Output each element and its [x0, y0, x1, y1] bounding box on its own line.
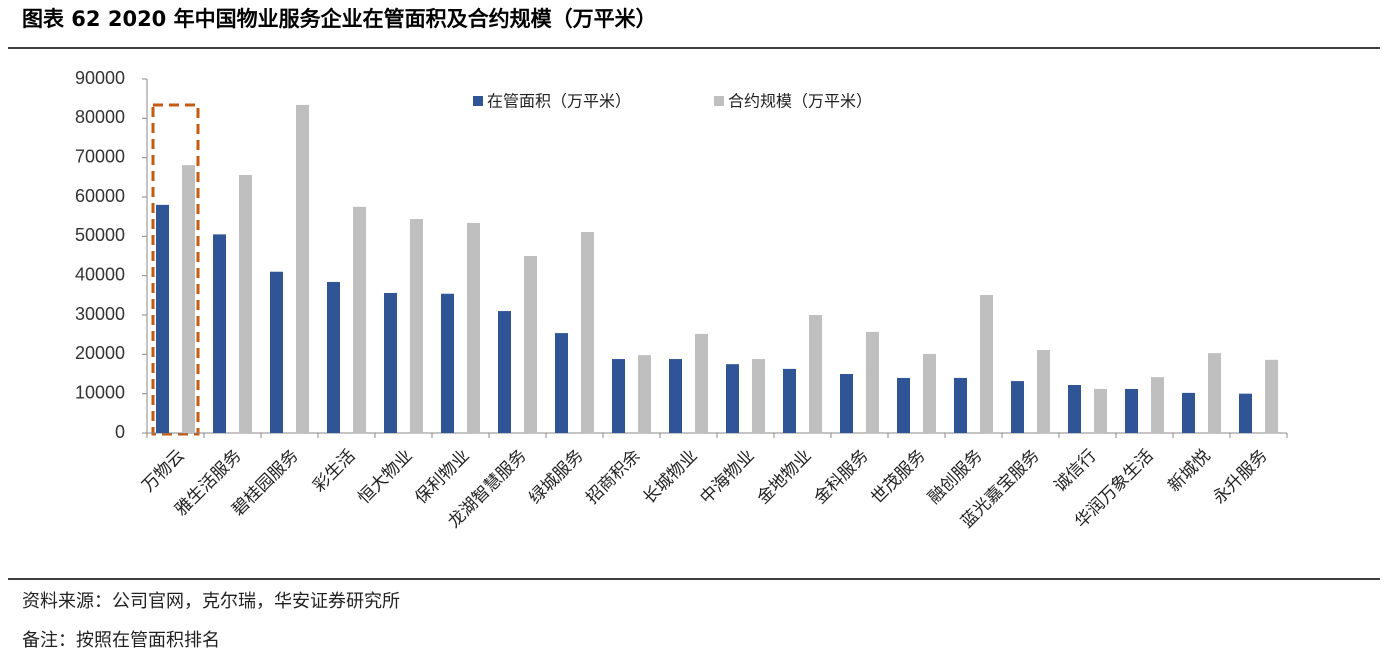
bar: [840, 374, 853, 433]
bar: [1094, 388, 1107, 433]
x-tick-label: 万物云: [138, 446, 188, 496]
x-tick-label: 中海物业: [696, 446, 758, 508]
bar: [897, 377, 910, 433]
bar: [980, 294, 993, 433]
x-tick-label: 新城悦: [1164, 446, 1214, 496]
legend-swatch: [714, 96, 724, 106]
y-tick-label: 20000: [75, 343, 125, 363]
bar: [353, 206, 366, 433]
x-tick-label: 招商积余: [582, 446, 644, 508]
bar: [1239, 393, 1252, 433]
bar: [1208, 353, 1221, 433]
bar: [410, 219, 423, 433]
bar: [1151, 377, 1164, 433]
bar: [384, 292, 397, 433]
bar: [954, 377, 967, 433]
bar: [1011, 381, 1024, 433]
x-tick-label: 世茂服务: [867, 446, 929, 508]
bar: [638, 355, 651, 433]
bar: [1125, 388, 1138, 433]
y-tick-label: 90000: [75, 68, 125, 88]
bar: [1265, 359, 1278, 433]
x-tick-label: 长城物业: [639, 446, 701, 508]
y-tick-label: 60000: [75, 186, 125, 206]
x-tick-label: 金地物业: [753, 446, 815, 508]
bar: [669, 359, 682, 433]
y-tick-label: 40000: [75, 264, 125, 284]
bar: [182, 165, 195, 433]
bar: [752, 359, 765, 433]
y-tick-label: 30000: [75, 304, 125, 324]
legend-label: 合约规模（万平米）: [728, 92, 872, 111]
bar: [581, 232, 594, 433]
x-tick-label: 彩生活: [309, 446, 359, 496]
bar: [1037, 350, 1050, 433]
chart-title: 图表 62 2020 年中国物业服务企业在管面积及合约规模（万平米）: [22, 7, 657, 31]
bar: [726, 364, 739, 433]
bar: [156, 204, 169, 433]
bar: [695, 333, 708, 433]
bar: [1182, 392, 1195, 433]
y-tick-label: 0: [115, 422, 125, 442]
bar: [612, 359, 625, 433]
source: 资料来源：公司官网，克尔瑞，华安证券研究所: [22, 591, 400, 612]
bar: [296, 104, 309, 434]
bar: [783, 368, 796, 433]
highlight-box: [151, 103, 200, 436]
bar: [866, 331, 879, 433]
bar: [809, 315, 822, 433]
bar: [498, 311, 511, 433]
bar: [524, 256, 537, 433]
bar: [270, 271, 283, 433]
legend-label: 在管面积（万平米）: [487, 92, 631, 111]
bar: [555, 333, 568, 433]
x-tick-label: 永升服务: [1209, 446, 1271, 508]
legend-swatch: [473, 96, 483, 106]
bar: [327, 281, 340, 433]
x-tick-label: 绿城服务: [525, 446, 587, 508]
y-tick-label: 10000: [75, 382, 125, 402]
x-tick-label: 恒大物业: [354, 446, 416, 508]
note: 备注：按照在管面积排名: [22, 630, 220, 651]
bar: [239, 174, 252, 433]
x-tick-label: 诚信行: [1050, 446, 1100, 496]
bar: [1068, 385, 1081, 433]
bar: [441, 293, 454, 433]
bar: [213, 234, 226, 433]
y-tick-label: 80000: [75, 107, 125, 127]
y-tick-label: 50000: [75, 225, 125, 245]
y-tick-label: 70000: [75, 146, 125, 166]
bar: [467, 222, 480, 433]
bar: [923, 353, 936, 433]
x-tick-label: 金科服务: [810, 446, 872, 508]
